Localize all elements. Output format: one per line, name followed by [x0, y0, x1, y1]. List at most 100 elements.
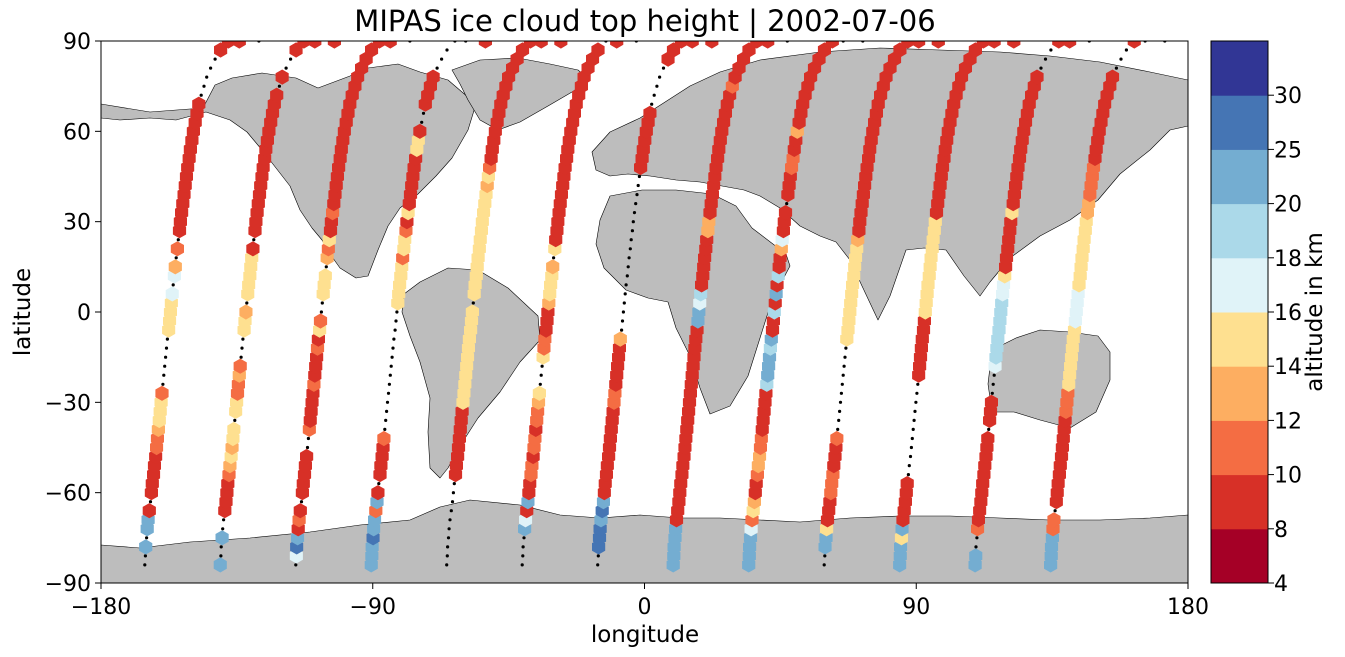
cloud-top-point [215, 530, 229, 546]
no-cloud-point [1119, 57, 1123, 61]
colorbar-segment [1211, 95, 1268, 150]
no-cloud-point [909, 445, 914, 450]
cloud-top-point [221, 41, 235, 49]
y-tick-label: −90 [45, 572, 91, 597]
no-cloud-point [241, 337, 245, 341]
cloud-top-point [515, 42, 530, 58]
y-tick-label: 90 [63, 30, 91, 55]
cloud-top-point [139, 539, 153, 555]
no-cloud-point [992, 373, 996, 377]
no-cloud-point [635, 193, 639, 197]
cloud-top-point [778, 205, 793, 221]
no-cloud-point [650, 102, 654, 106]
no-cloud-point [912, 418, 916, 422]
chart-title: MIPAS ice cloud top height | 2002-07-06 [354, 4, 935, 38]
no-cloud-point [652, 93, 656, 97]
no-cloud-point [393, 328, 397, 332]
cloud-top-point [685, 41, 699, 49]
colorbar-tick-label: 16 [1274, 301, 1302, 326]
cloud-top-point [1127, 41, 1141, 49]
cloud-top-point [383, 41, 397, 49]
cloud-top-point [465, 304, 479, 320]
colorbar-segment [1211, 420, 1268, 476]
cloud-top-point [327, 41, 341, 49]
no-cloud-point [233, 418, 237, 422]
colorbar-segment [1211, 312, 1268, 367]
no-cloud-point [658, 75, 662, 79]
colorbar-segment [1211, 149, 1268, 205]
cloud-top-point [742, 42, 756, 58]
no-cloud-point [205, 75, 209, 79]
no-cloud-point [520, 563, 524, 567]
no-cloud-point [306, 436, 310, 441]
no-cloud-point [822, 563, 826, 567]
no-cloud-point [636, 183, 640, 188]
x-tick-label: 180 [1167, 595, 1209, 620]
no-cloud-point [521, 554, 525, 558]
orbit-tracks [139, 41, 1167, 573]
no-cloud-point [284, 66, 288, 70]
no-cloud-point [324, 265, 328, 269]
no-cloud-point [450, 500, 455, 504]
cloud-top-point [308, 41, 322, 49]
orbit-track [968, 41, 1091, 573]
no-cloud-point [385, 400, 390, 404]
orbit-track [289, 41, 412, 567]
colorbar-segment [1211, 257, 1268, 313]
no-cloud-point [440, 57, 444, 61]
cloud-top-point [142, 503, 156, 519]
cloud-top-point [246, 241, 260, 257]
no-cloud-point [277, 84, 281, 88]
cloud-top-point [546, 259, 560, 275]
no-cloud-point [915, 391, 919, 395]
cloud-top-point [674, 41, 688, 49]
orbit-track [364, 41, 492, 573]
no-cloud-point [451, 491, 455, 495]
cloud-top-point [1063, 41, 1077, 49]
cloud-top-point [413, 123, 427, 139]
no-cloud-point [620, 328, 624, 332]
no-cloud-point [906, 473, 911, 477]
x-axis: −180 −90 0 90 180 [71, 583, 1209, 620]
colorbar-label: altitude in km [1302, 232, 1328, 392]
cloud-top-point [981, 430, 995, 447]
cloud-top-point [554, 41, 568, 49]
no-cloud-point [213, 57, 217, 61]
no-cloud-point [914, 400, 918, 404]
y-axis-label: latitude [10, 268, 36, 356]
no-cloud-point [624, 283, 628, 287]
no-cloud-point [446, 536, 451, 540]
no-cloud-point [621, 310, 626, 314]
no-cloud-point [622, 301, 626, 305]
no-cloud-point [974, 545, 978, 549]
orbit-track [818, 41, 945, 567]
no-cloud-point [521, 545, 525, 549]
no-cloud-point [163, 364, 167, 368]
cloud-top-point [233, 358, 247, 374]
no-cloud-point [445, 554, 449, 558]
cloud-top-point [1030, 69, 1044, 85]
x-tick-label: −90 [350, 595, 396, 620]
no-cloud-point [838, 409, 842, 413]
y-tick-label: −60 [45, 482, 91, 507]
no-cloud-point [1049, 48, 1053, 52]
cloud-top-point [426, 69, 440, 85]
no-cloud-point [841, 373, 845, 377]
no-cloud-point [171, 283, 175, 287]
no-cloud-point [471, 301, 475, 305]
cloud-top-point [165, 286, 179, 302]
cloud-top-point [761, 41, 775, 49]
no-cloud-point [629, 238, 633, 242]
orbit-track [893, 41, 1021, 573]
y-axis: −90 −60 −30 0 30 60 90 [45, 30, 101, 597]
map-plot-area [100, 40, 1189, 584]
cloud-top-point [968, 42, 982, 58]
no-cloud-point [446, 545, 450, 549]
colorbar-tick-label: 10 [1274, 464, 1302, 489]
cloud-top-point [227, 421, 241, 437]
orbit-track [742, 41, 865, 573]
colorbar-tick-label: 12 [1274, 409, 1302, 434]
cloud-top-point [275, 69, 289, 85]
no-cloud-point [391, 346, 395, 350]
